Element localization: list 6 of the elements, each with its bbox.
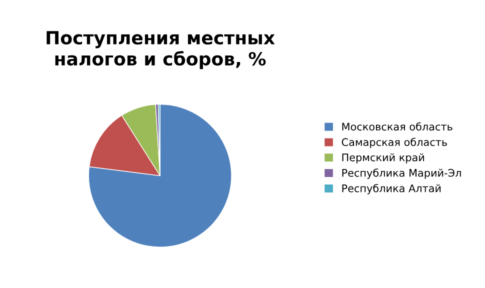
legend-label: Пермский край bbox=[342, 153, 424, 164]
legend-label: Республика Алтай bbox=[342, 184, 441, 194]
legend-label: Республика Марий-Эл bbox=[342, 168, 461, 179]
chart-title: Поступления местных налогов и сборов, % bbox=[46, 31, 275, 70]
legend-label: Самарская область bbox=[342, 138, 447, 148]
legend-label: Московская область bbox=[342, 122, 452, 131]
